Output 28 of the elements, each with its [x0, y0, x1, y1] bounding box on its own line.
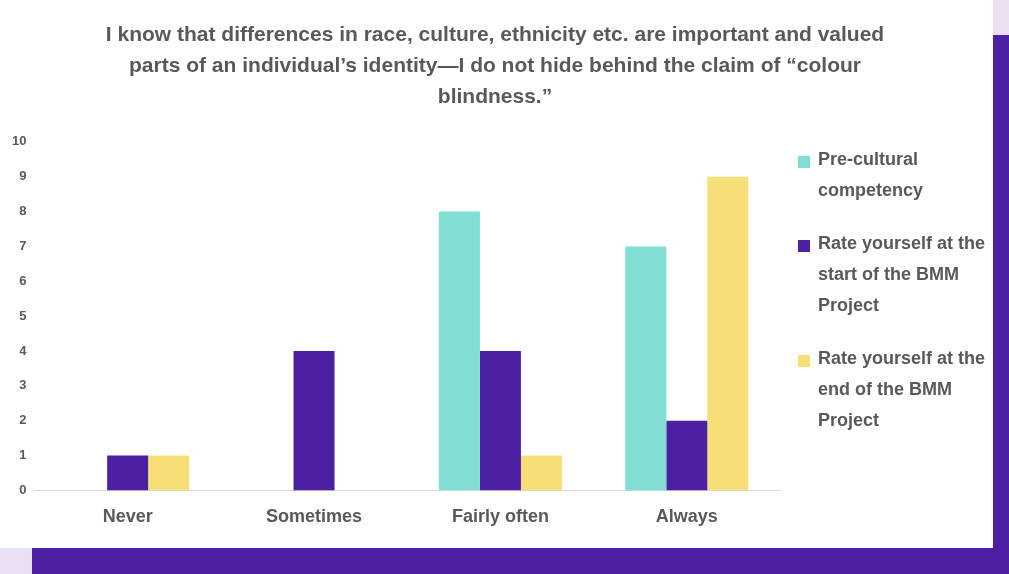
bar	[479, 350, 521, 491]
y-tick-label: 5	[19, 307, 27, 323]
bar	[520, 455, 562, 491]
y-tick-label: 4	[19, 342, 28, 358]
y-tick-label: 8	[19, 203, 27, 219]
y-tick-label: 2	[19, 412, 27, 428]
x-tick-label: Always	[655, 506, 718, 527]
x-tick-label: Fairly often	[451, 506, 549, 527]
y-tick-label: 1	[19, 447, 27, 463]
legend-label: Rate yourself at the start of the BMM Project	[818, 232, 987, 317]
bar	[666, 420, 708, 491]
y-tick-label: 7	[19, 237, 27, 253]
bar	[148, 455, 190, 491]
x-tick-label: Never	[102, 506, 153, 527]
bar	[438, 211, 480, 491]
legend-label: Rate yourself at the end of the BMM Project	[818, 347, 987, 432]
legend-label: Pre-cultural competency	[818, 148, 925, 202]
bar	[707, 176, 749, 491]
y-tick-label: 10	[11, 133, 27, 149]
y-tick-label: 3	[19, 377, 27, 393]
bar	[293, 350, 335, 491]
y-tick-label: 6	[19, 272, 27, 288]
x-tick-label: Sometimes	[266, 506, 363, 527]
chart-title: I know that differences in race, culture, ethnicity etc. are important and valued parts of an individual’s identity—I do not hide behind the claim of “colour blindness.”	[104, 21, 886, 109]
bar	[625, 246, 667, 491]
y-tick-label: 9	[19, 168, 27, 184]
y-tick-label: 0	[19, 481, 27, 497]
bar	[107, 455, 149, 491]
